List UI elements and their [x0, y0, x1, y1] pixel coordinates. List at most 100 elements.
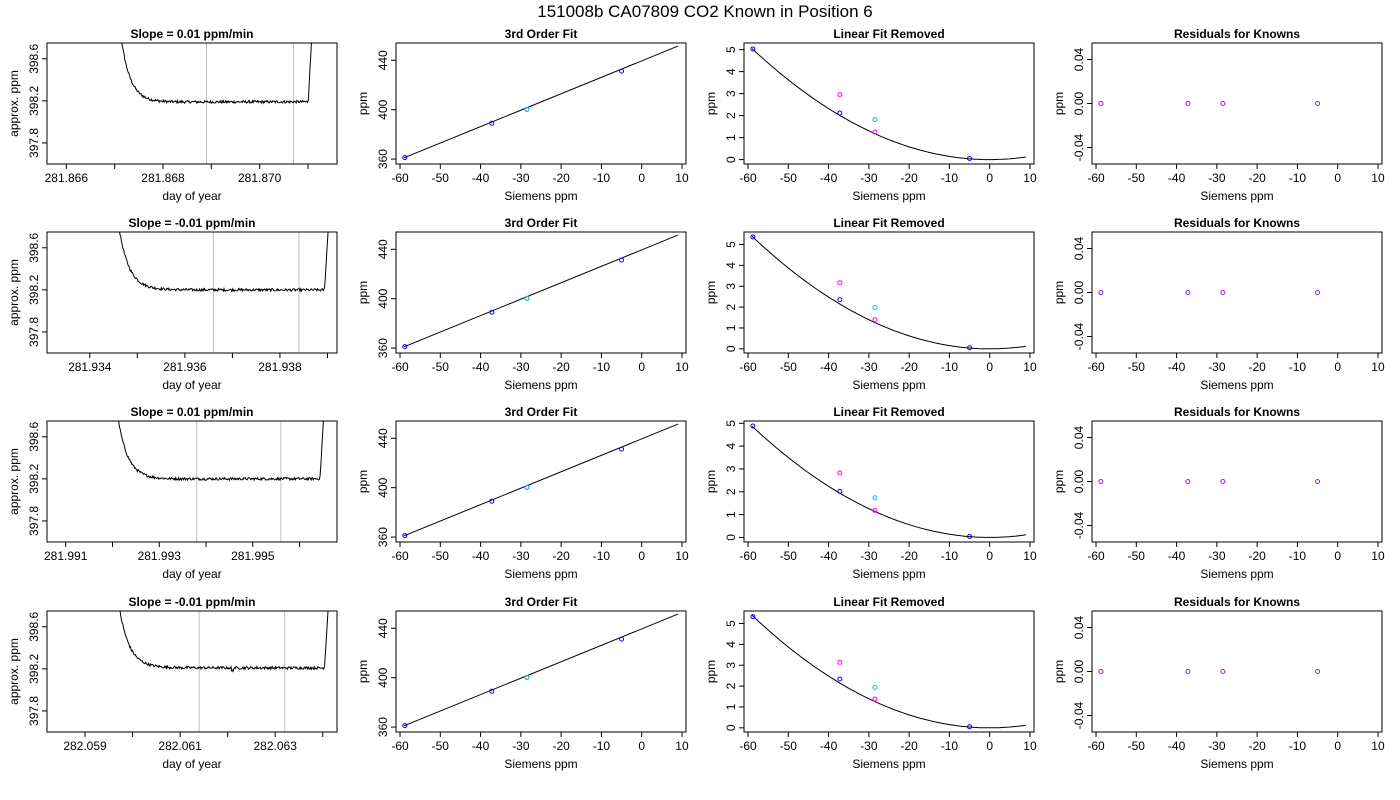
- x-tick-label: -50: [780, 360, 798, 374]
- x-axis-label: Siemens ppm: [504, 378, 577, 392]
- x-tick-label: -50: [780, 171, 798, 185]
- y-tick-label: 360: [376, 717, 390, 737]
- x-tick-label: -40: [1168, 549, 1186, 563]
- y-tick-label: 3: [724, 90, 738, 97]
- y-tick-label: 400: [376, 99, 390, 119]
- y-tick-label: -0.04: [1072, 134, 1086, 162]
- panel-title: 3rd Order Fit: [505, 216, 578, 230]
- x-tick-label: 10: [1371, 549, 1385, 563]
- x-tick-label: 0: [986, 549, 993, 563]
- x-tick-label: -10: [593, 360, 611, 374]
- x-tick-label: -10: [1289, 739, 1307, 753]
- y-tick-label: 398.6: [27, 421, 41, 451]
- x-tick-label: -40: [1168, 171, 1186, 185]
- data-point: [1098, 290, 1104, 295]
- data-point: [619, 636, 625, 642]
- fit-line: [403, 45, 679, 159]
- plot-area: [1098, 669, 1321, 674]
- residual-curve: [751, 614, 1026, 729]
- panel-title: Slope = 0.01 ppm/min: [130, 405, 253, 419]
- x-axis-label: Siemens ppm: [504, 567, 577, 581]
- x-tick-label: 10: [1023, 739, 1037, 753]
- y-tick-label: 1: [724, 511, 738, 518]
- data-point: [1098, 479, 1104, 484]
- plot-frame: [1091, 231, 1383, 354]
- x-axis-label: day of year: [162, 189, 221, 203]
- data-point: [967, 724, 973, 730]
- x-tick-label: -20: [552, 360, 570, 374]
- data-point: [1315, 669, 1321, 674]
- chart-panel-r2-linear: Linear Fit Removed-60 -50 -40 -30 -20 -10 0 10S…: [704, 216, 1037, 392]
- x-tick-label: -10: [941, 549, 959, 563]
- plot-frame: [743, 420, 1035, 543]
- x-tick-label: -50: [1128, 360, 1146, 374]
- x-tick-label: -40: [472, 739, 490, 753]
- x-tick-label: -40: [472, 360, 490, 374]
- chart-panel-r2-fit: 3rd Order Fit -60 -50 -40 -30 -20 -10 0 10 Siemen…: [356, 216, 689, 392]
- x-tick-label: -50: [432, 739, 450, 753]
- x-axis-label: Siemens ppm: [504, 189, 577, 203]
- x-tick-label: -30: [1208, 360, 1226, 374]
- data-point: [1315, 479, 1321, 484]
- x-axis-label: Siemens ppm: [852, 567, 925, 581]
- x-tick-label: 10: [675, 739, 689, 753]
- data-point: [1315, 101, 1321, 106]
- data-point: [837, 91, 843, 97]
- x-tick-label: -20: [552, 739, 570, 753]
- y-tick-label: -0.04: [1072, 702, 1086, 730]
- data-point: [837, 659, 843, 665]
- plot-frame: [46, 42, 338, 165]
- residual-curve: [751, 48, 1026, 161]
- data-point: [402, 723, 408, 729]
- plot-area: [119, 611, 329, 732]
- panel-title: 3rd Order Fit: [505, 27, 578, 41]
- x-tick-label: -60: [1087, 549, 1105, 563]
- x-tick-label: 0: [1334, 171, 1341, 185]
- x-tick-label: 281.936: [163, 360, 207, 374]
- residual-curve: [751, 235, 1026, 350]
- data-point: [1185, 479, 1191, 484]
- data-point: [967, 156, 973, 161]
- y-tick-label: 397.8: [27, 696, 41, 726]
- x-tick-label: -50: [1128, 549, 1146, 563]
- plot-frame: [743, 610, 1035, 733]
- x-tick-label: -50: [432, 171, 450, 185]
- x-tick-label: -30: [512, 171, 530, 185]
- panel-title: Residuals for Knowns: [1174, 27, 1300, 41]
- plot-area: [402, 234, 679, 350]
- panel-title: Slope = 0.01 ppm/min: [130, 27, 253, 41]
- panel-title: 3rd Order Fit: [505, 595, 578, 609]
- y-tick-label: 440: [376, 618, 390, 638]
- y-axis-label: ppm: [356, 92, 370, 115]
- plot-frame: [1091, 42, 1383, 165]
- chart-panel-r1-linear: Linear Fit Removed-60 -50 -40 -30 -20 -10 0 10S…: [704, 27, 1037, 203]
- x-tick-label: 10: [1023, 549, 1037, 563]
- y-tick-label: 5: [724, 420, 738, 427]
- x-tick-label: 0: [638, 739, 645, 753]
- chart-panel-r3-linear: Linear Fit Removed-60 -50 -40 -30 -20 -10 0 10S…: [704, 405, 1037, 581]
- y-tick-label: 5: [724, 620, 738, 627]
- x-tick-label: -20: [1248, 171, 1266, 185]
- panel-title: Residuals for Knowns: [1174, 595, 1300, 609]
- x-tick-label: -20: [1248, 549, 1266, 563]
- chart-panel-r4-resid: Residuals for Knowns -60 -50 -40 -30 -20 -10 0 1…: [1052, 595, 1385, 771]
- x-tick-label: 281.866: [45, 171, 89, 185]
- chart-panel-r1-resid: Residuals for Knowns -60 -50 -40 -30 -20 -10 0 1…: [1052, 27, 1385, 203]
- panel-title: Slope = -0.01 ppm/min: [128, 595, 255, 609]
- y-tick-label: 5: [724, 46, 738, 53]
- data-point: [750, 234, 756, 240]
- data-point: [524, 674, 530, 680]
- data-point: [837, 488, 843, 494]
- data-point: [872, 507, 878, 513]
- x-tick-label: 282.061: [158, 739, 202, 753]
- residual-curve: [751, 425, 1026, 538]
- x-tick-label: -60: [391, 171, 409, 185]
- data-point: [750, 423, 756, 429]
- plot-frame: [395, 231, 687, 354]
- x-tick-label: -60: [739, 549, 757, 563]
- plot-area: [750, 46, 1026, 161]
- plot-frame: [395, 610, 687, 733]
- y-axis-label: ppm: [356, 281, 370, 304]
- panel-title: Linear Fit Removed: [833, 27, 944, 41]
- x-tick-label: 0: [638, 171, 645, 185]
